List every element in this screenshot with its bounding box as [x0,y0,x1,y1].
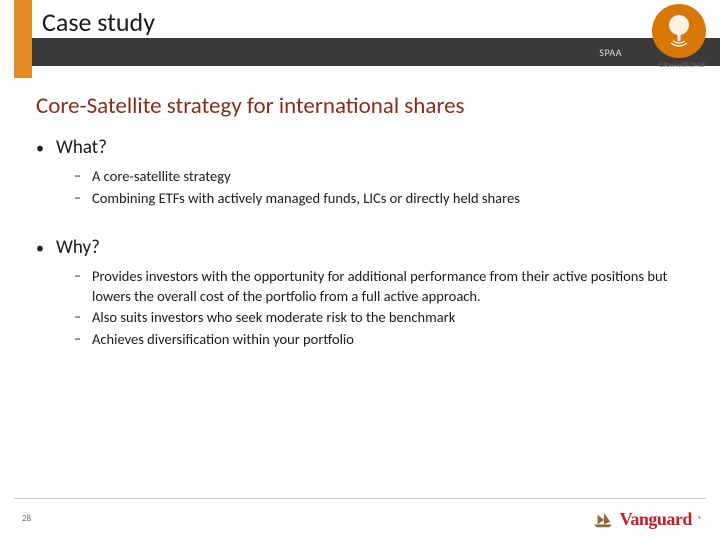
item-text: Provides investors with the opportunity … [92,267,692,306]
list-item: – Achieves diversification within your p… [74,330,692,350]
page-number: 28 [22,513,31,524]
section-heading: What? [56,136,107,159]
section-heading: Why? [56,236,100,259]
footer: 28 Vanguard ® [0,498,720,540]
dash-icon: – [74,330,92,349]
partner-logos: SPAA [599,42,640,62]
bullet-icon: • [36,139,56,158]
partner-logo-1: SPAA [599,46,622,59]
sub-badge: Grow with SMSF [659,60,706,69]
divider [14,498,706,499]
item-text: Also suits investors who seek moderate r… [92,308,455,328]
sub-list: – Provides investors with the opportunit… [74,267,692,349]
bullet-icon: • [36,239,56,258]
sub-list: – A core-satellite strategy – Combining … [74,167,692,208]
section-what: • What? – A core-satellite strategy – Co… [36,136,692,208]
dash-icon: – [74,167,92,186]
item-text: Achieves diversification within your por… [92,330,354,350]
dash-icon: – [74,189,92,208]
slide-title: Case study [42,6,155,38]
tree-logo-icon [652,4,706,58]
item-text: A core-satellite strategy [92,167,231,187]
subtitle: Core-Satellite strategy for internationa… [36,92,692,120]
dash-icon: – [74,267,92,286]
ship-icon [592,511,614,529]
vanguard-logo: Vanguard ® [592,509,702,530]
list-item: – Combining ETFs with actively managed f… [74,189,692,209]
body: Core-Satellite strategy for internationa… [36,92,692,377]
list-item: – Provides investors with the opportunit… [74,267,692,306]
item-text: Combining ETFs with actively managed fun… [92,189,520,209]
list-item: – Also suits investors who seek moderate… [74,308,692,328]
registered-icon: ® [698,515,702,525]
section-why: • Why? – Provides investors with the opp… [36,236,692,349]
content-list: • What? – A core-satellite strategy – Co… [36,136,692,349]
list-item: – A core-satellite strategy [74,167,692,187]
header: Case study SPAA Grow with SMSF [0,0,720,78]
dash-icon: – [74,308,92,327]
slide: Case study SPAA Grow with SMSF Core-Sate… [0,0,720,540]
accent-bar [14,0,32,78]
brand-text: Vanguard [620,509,692,530]
